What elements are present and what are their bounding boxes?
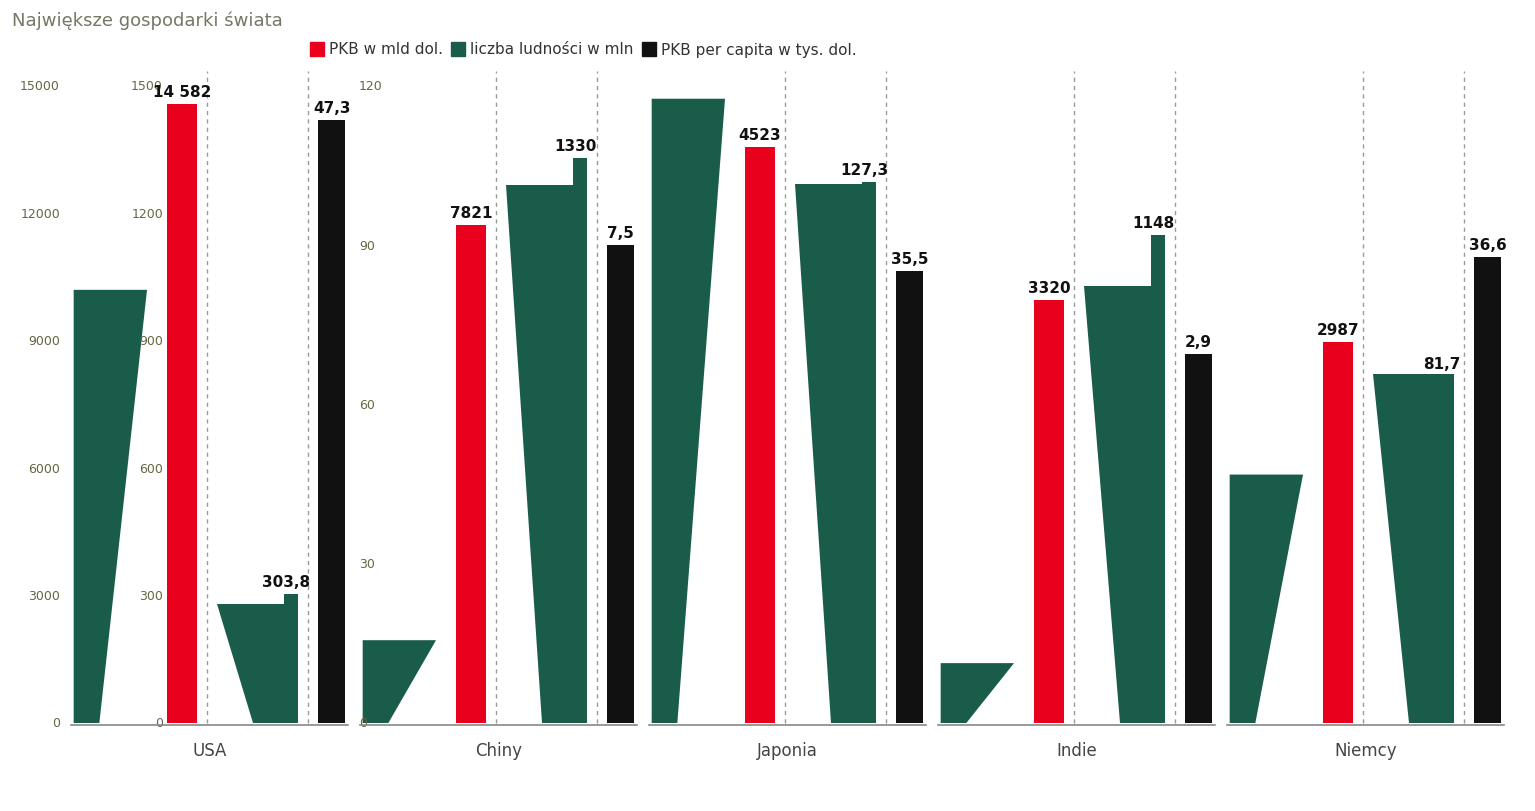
Polygon shape [505,186,588,723]
Text: 127,3: 127,3 [840,163,889,178]
Text: 30: 30 [359,558,375,571]
Text: 2,9: 2,9 [1185,334,1213,349]
Bar [310,43,324,57]
Text: 60: 60 [359,398,375,411]
Text: 0: 0 [52,717,60,730]
Text: 6000: 6000 [28,462,60,475]
Text: 303,8: 303,8 [262,574,310,590]
Text: 0: 0 [359,717,367,730]
Bar [1474,257,1501,723]
Text: 900: 900 [140,335,163,348]
Text: 81,7: 81,7 [1423,357,1461,371]
Text: 9000: 9000 [28,335,60,348]
Text: Indie: Indie [1056,741,1098,759]
Bar [1035,301,1064,723]
Text: 90: 90 [359,239,375,252]
Bar [608,246,634,723]
Text: 14 582: 14 582 [152,84,212,100]
Polygon shape [216,604,298,723]
Text: 35,5: 35,5 [890,251,929,266]
Text: USA: USA [192,741,227,759]
Text: 1330: 1330 [554,139,596,154]
Bar [573,159,588,723]
Text: 1148: 1148 [1131,217,1174,231]
Bar [318,122,345,723]
Text: Chiny: Chiny [474,741,522,759]
Text: Największe gospodarki świata: Największe gospodarki świata [12,12,282,31]
Text: 0: 0 [155,717,163,730]
Polygon shape [74,290,147,723]
Bar [456,225,485,723]
Polygon shape [1372,375,1454,723]
Text: 1200: 1200 [130,208,163,221]
Text: 3000: 3000 [28,590,60,603]
Text: 7821: 7821 [450,205,493,221]
Bar [167,105,196,723]
Polygon shape [941,663,1015,723]
Bar [642,43,655,57]
Polygon shape [1084,286,1165,723]
Bar [1185,354,1213,723]
Text: 600: 600 [140,462,163,475]
Text: 36,6: 36,6 [1469,238,1507,252]
Text: 2987: 2987 [1317,323,1358,338]
Bar [861,183,876,723]
Text: PKB w mld dol.: PKB w mld dol. [328,42,444,58]
Polygon shape [652,100,725,723]
Bar [1440,376,1454,723]
Text: 12000: 12000 [20,208,60,221]
Bar [896,272,924,723]
Text: 3320: 3320 [1027,281,1070,296]
Bar [284,594,298,723]
Bar [1323,343,1352,723]
Bar [1151,236,1165,723]
Text: 4523: 4523 [738,127,781,143]
Text: 300: 300 [140,590,163,603]
Text: 47,3: 47,3 [313,101,350,116]
Bar [451,43,465,57]
Text: PKB per capita w tys. dol.: PKB per capita w tys. dol. [662,42,857,58]
Text: 120: 120 [359,80,382,93]
Text: 7,5: 7,5 [608,226,634,241]
Text: 15000: 15000 [20,80,60,93]
Text: liczba ludności w mln: liczba ludności w mln [470,42,632,58]
Polygon shape [362,641,436,723]
Text: Niemcy: Niemcy [1334,741,1397,759]
Text: Japonia: Japonia [757,741,818,759]
Polygon shape [1230,475,1303,723]
Text: 1500: 1500 [130,80,163,93]
Polygon shape [795,185,876,723]
Bar [744,148,775,723]
